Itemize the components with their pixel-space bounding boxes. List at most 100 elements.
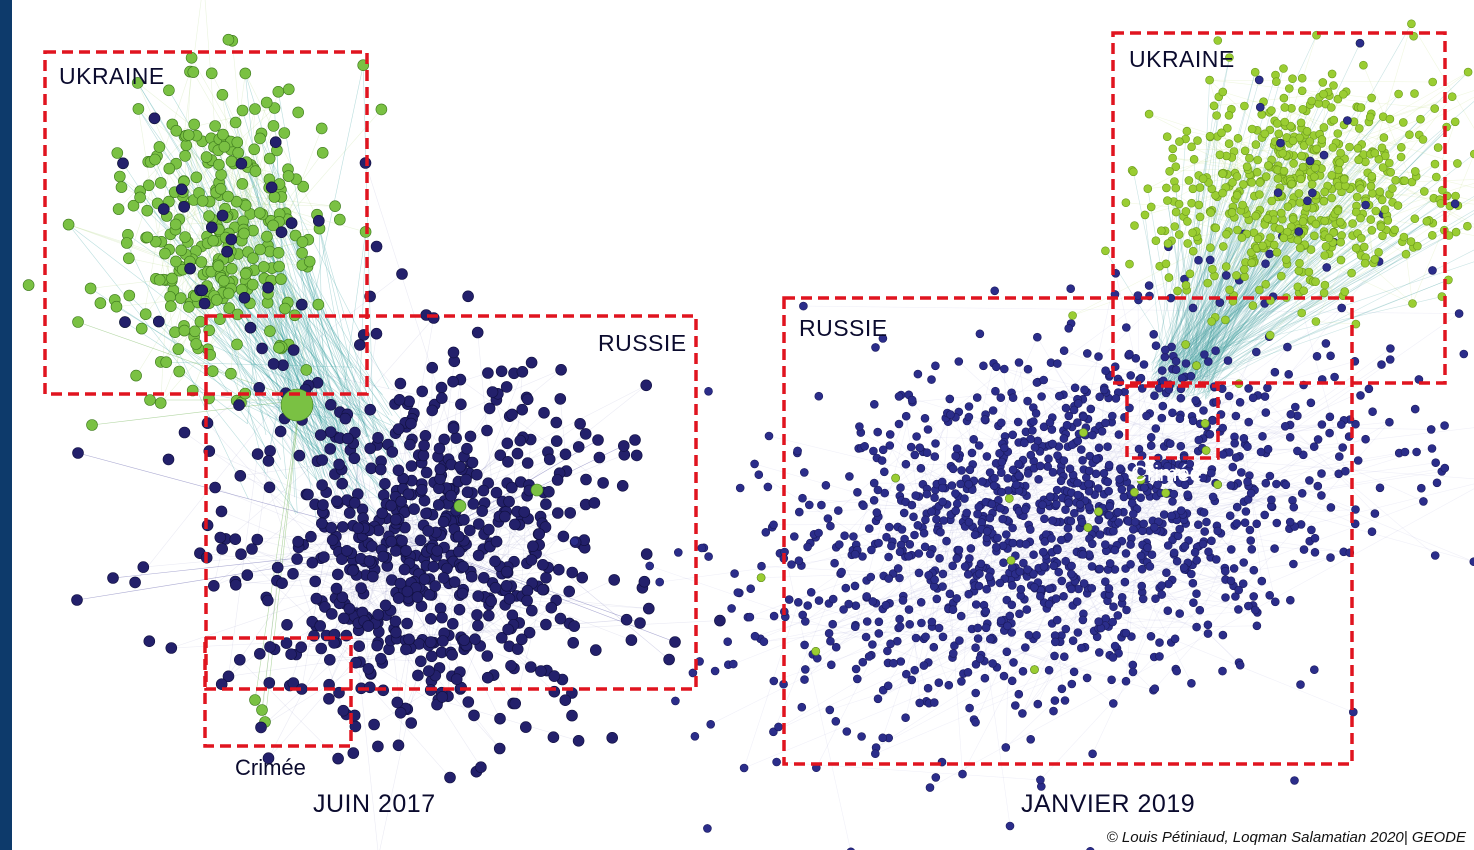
russia-node [858,657,868,667]
russia-node [948,464,958,474]
russia-node [923,683,933,693]
russia-node [521,584,534,597]
russia-node [982,584,992,594]
russia-node [1234,585,1243,595]
edge [939,627,1160,657]
russia-node [745,612,755,622]
russia-node [493,742,506,755]
russia-node [1044,665,1054,675]
russia-node [1167,511,1176,521]
russia-node [559,448,572,461]
russia-node [750,459,759,469]
ukraine-node [1299,141,1309,150]
ukraine-node [185,51,198,64]
russia-node [868,597,878,606]
russia-node [1194,255,1203,265]
edge [128,258,183,270]
russia-node [1095,564,1104,574]
edge [1154,153,1281,369]
edge [910,446,1012,624]
russia-node [323,692,335,705]
russia-node [1356,391,1365,400]
russia-node [554,393,567,405]
russia-node [995,578,1005,588]
ukraine-node [278,127,291,139]
edge [927,368,1005,430]
russia-node [1189,598,1198,608]
edge [1164,259,1375,364]
russia-node [1023,565,1032,574]
edge [1150,176,1238,380]
russia-node [446,648,459,661]
ukraine-node [1432,172,1441,182]
russia-node [1082,673,1092,683]
russia-node [982,526,992,536]
russia-node [1092,454,1101,464]
ukraine-node [1339,90,1348,99]
russia-node [855,422,864,431]
russia-node [1368,407,1377,417]
label-russia-2019: RUSSIE [799,315,888,341]
ukraine-node [1247,178,1257,187]
russia-node [1179,563,1189,572]
russia-node [235,548,247,561]
ukraine-node [203,210,215,222]
edge [1172,167,1271,398]
russia-node [1086,847,1095,850]
russia-node [1308,188,1317,198]
russia-node [1023,364,1033,374]
edge [124,321,339,461]
russia-node [1226,576,1236,586]
ukraine-node [1321,242,1331,251]
russia-node [1218,450,1228,459]
russia-node [974,502,984,512]
russia-node [974,581,984,591]
edge [1121,512,1205,604]
russia-node [540,571,552,584]
russia-node [119,316,131,328]
russia-node [1234,605,1243,614]
russia-node [885,441,895,450]
russia-node [1003,473,1013,483]
russia-node [1267,495,1276,505]
russia-node [629,434,641,446]
edge [768,435,969,485]
edge [182,163,242,197]
edge [1229,189,1443,214]
russia-node [1136,493,1145,503]
russia-node [1180,480,1190,490]
russia-node [312,215,325,227]
edge [1177,209,1245,380]
russia-node [551,474,564,486]
russia-node [1101,418,1110,428]
russia-node [1080,385,1089,395]
russia-node [481,424,493,437]
edge [1148,113,1339,211]
russia-node [1160,475,1169,485]
ukraine-node [123,289,136,302]
ukraine-node [1189,155,1199,164]
ukraine-node [1288,74,1297,83]
russia-node [593,451,606,464]
russia-node [347,747,360,759]
russia-node [1385,417,1394,427]
russia-node [1223,356,1233,365]
ukraine-node [1422,217,1432,226]
ukraine-node [1320,251,1329,260]
ukraine-node [1238,200,1247,210]
russia-node [1021,539,1031,549]
russia-node [253,381,266,394]
box-russia-2017 [204,314,698,691]
ukraine-node [1247,258,1256,268]
russia-node [851,664,861,674]
edge [1166,108,1292,385]
russia-node [939,516,949,525]
edge [1161,247,1414,386]
russia-node [426,361,439,374]
edge [160,234,171,404]
edge [227,196,351,367]
russia-node [391,696,404,709]
russia-node [372,431,384,444]
russia-node [402,488,415,501]
russia-node [970,530,980,540]
